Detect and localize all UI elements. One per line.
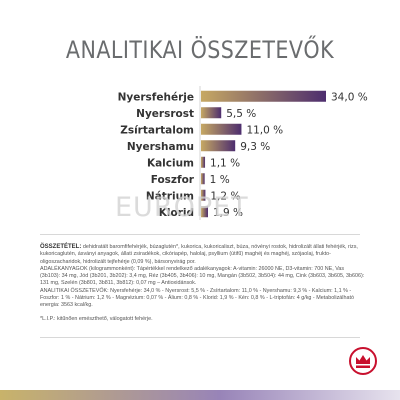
analytical-components-bar-chart: Nyersfehérje 34,0 % Nyersrost 5,5 % Zsírtart… bbox=[118, 86, 368, 220]
page-title: ANALITIKAI ÖSSZETEVŐK bbox=[65, 36, 335, 64]
composition-paragraph-1: ÖSSZETÉTEL: dehidratált baromfifehérjék,… bbox=[40, 244, 365, 266]
category-label: Foszfor bbox=[151, 174, 195, 186]
category-label: Zsírtartalom bbox=[120, 124, 194, 136]
value-label: 5,5 % bbox=[226, 108, 256, 120]
category-label: Nátrium bbox=[146, 190, 194, 202]
bar bbox=[201, 123, 242, 135]
top-divider bbox=[40, 234, 360, 235]
value-label: 1,9 % bbox=[213, 207, 243, 219]
bar bbox=[201, 90, 326, 102]
composition-ingredients: dehidratált baromfifehérjék, búzaglutén*… bbox=[40, 244, 358, 265]
decorative-color-band bbox=[0, 390, 400, 400]
bar bbox=[201, 173, 205, 185]
bar bbox=[201, 189, 206, 201]
category-label: Nyershamu bbox=[127, 141, 194, 153]
composition-heading: ÖSSZETÉTEL: bbox=[40, 244, 82, 250]
category-label: Nyersrost bbox=[136, 108, 194, 120]
value-label: 1 % bbox=[210, 174, 230, 186]
category-label: Klorid bbox=[159, 207, 194, 219]
watermark: EUROPET bbox=[115, 192, 249, 223]
bar bbox=[201, 107, 222, 119]
value-label: 11,0 % bbox=[246, 124, 283, 136]
composition-text: ÖSSZETÉTEL: dehidratált baromfifehérjék,… bbox=[40, 244, 365, 323]
value-label: 34,0 % bbox=[331, 91, 368, 103]
composition-footnote: *L.I.P.: kitűnően emészthető, válogatott… bbox=[40, 315, 153, 322]
royal-canin-crown-logo bbox=[349, 347, 377, 375]
bar bbox=[201, 156, 206, 168]
category-label: Kalcium bbox=[147, 157, 194, 169]
composition-analytics: ANALITIKAI ÖSSZETEVŐK: Nyersfehérje: 34,… bbox=[40, 287, 354, 309]
bar bbox=[201, 206, 208, 218]
value-label: 1,2 % bbox=[210, 190, 240, 202]
bar bbox=[201, 140, 236, 152]
bottom-divider bbox=[40, 337, 360, 338]
value-label: 1,1 % bbox=[210, 157, 240, 169]
category-label: Nyersfehérje bbox=[118, 91, 194, 103]
value-label: 9,3 % bbox=[240, 141, 270, 153]
composition-additives: ADALÉKANYAGOK (kilogrammonként): Tápérté… bbox=[40, 265, 365, 287]
